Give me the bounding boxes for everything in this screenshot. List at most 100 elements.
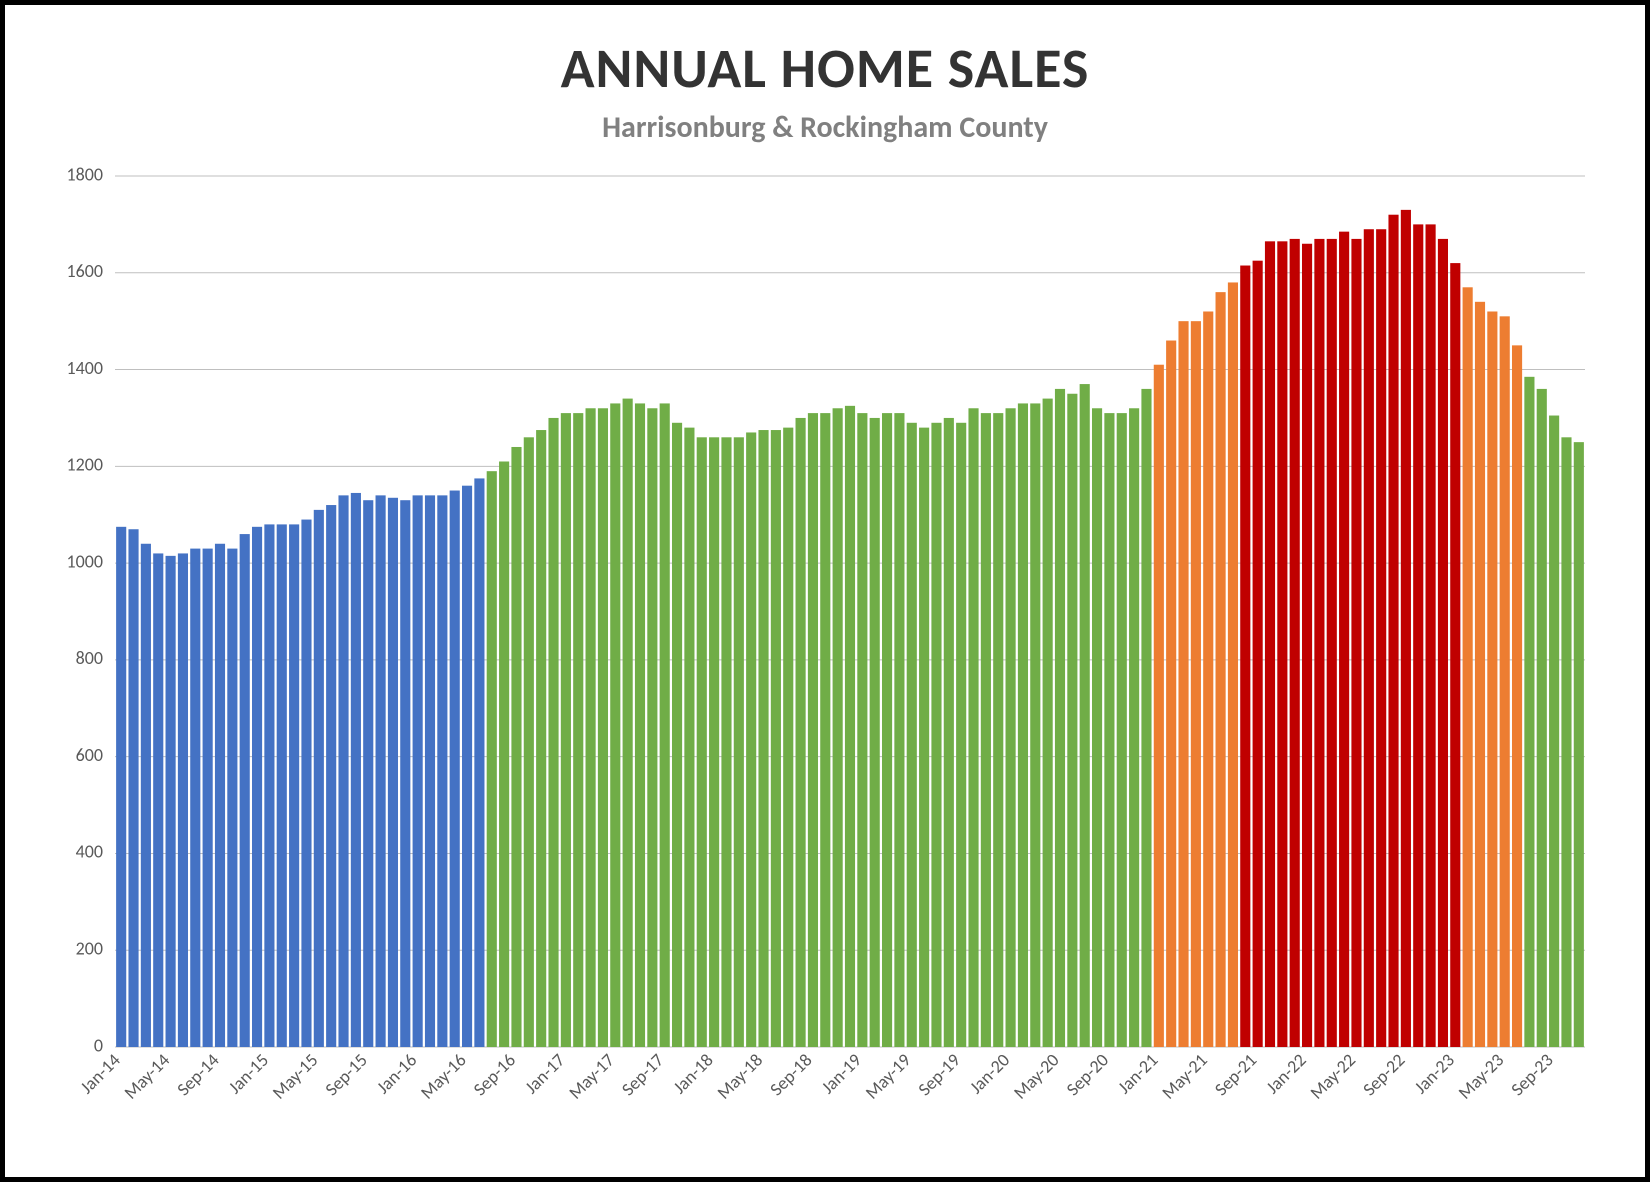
bar [227, 549, 237, 1047]
bar [1364, 229, 1374, 1047]
bar [1154, 365, 1164, 1047]
bar [907, 423, 917, 1047]
bar [672, 423, 682, 1047]
bar [870, 418, 880, 1047]
bar [338, 495, 348, 1047]
bar [314, 510, 324, 1047]
x-tick-label: Jan-20 [965, 1049, 1014, 1098]
bar [1092, 408, 1102, 1047]
bar [1463, 287, 1473, 1047]
bar [956, 423, 966, 1047]
y-tick-label: 1600 [67, 260, 104, 282]
bar [1549, 416, 1559, 1047]
bar [833, 408, 843, 1047]
x-tick-label: Sep-17 [617, 1049, 668, 1100]
x-tick-label: May-17 [564, 1049, 619, 1104]
bar [919, 428, 929, 1047]
bar [993, 413, 1003, 1047]
y-tick-label: 600 [76, 744, 103, 766]
x-tick-label: May-15 [268, 1049, 323, 1104]
bar [944, 418, 954, 1047]
x-tick-label: Jan-19 [817, 1049, 866, 1098]
bar [425, 495, 435, 1047]
bar [1253, 261, 1263, 1047]
bar [796, 418, 806, 1047]
y-tick-label: 200 [76, 938, 103, 960]
bar [1006, 408, 1016, 1047]
bar [808, 413, 818, 1047]
bar [450, 491, 460, 1047]
y-tick-label: 400 [76, 841, 103, 863]
y-tick-label: 0 [94, 1034, 103, 1056]
x-tick-label: May-20 [1009, 1049, 1064, 1104]
bar [1018, 403, 1028, 1047]
bar [1475, 302, 1485, 1047]
bar [1030, 403, 1040, 1047]
bar [647, 408, 657, 1047]
bar [1500, 316, 1510, 1047]
bar [1191, 321, 1201, 1047]
y-tick-label: 1400 [67, 357, 104, 379]
bar [586, 408, 596, 1047]
bar [820, 413, 830, 1047]
bar [524, 437, 534, 1047]
x-tick-label: May-16 [416, 1049, 471, 1104]
bar [1080, 384, 1090, 1047]
x-tick-label: May-23 [1454, 1049, 1509, 1104]
bar [1376, 229, 1386, 1047]
bar [783, 428, 793, 1047]
bar [1203, 311, 1213, 1047]
bar [981, 413, 991, 1047]
bar-chart-svg: 020040060080010001200140016001800Jan-14M… [45, 156, 1605, 1137]
bar [388, 498, 398, 1047]
bar [1487, 311, 1497, 1047]
bar [1240, 266, 1250, 1047]
x-tick-label: May-19 [861, 1049, 916, 1104]
bar [413, 495, 423, 1047]
bar [474, 478, 484, 1047]
bar [1067, 394, 1077, 1047]
bar [734, 437, 744, 1047]
bar [1166, 341, 1176, 1047]
bar [697, 437, 707, 1047]
bar [363, 500, 373, 1047]
bar [1228, 282, 1238, 1047]
bar [1327, 239, 1337, 1047]
x-tick-label: Sep-19 [913, 1049, 964, 1100]
bar [289, 524, 299, 1047]
bar [1537, 389, 1547, 1047]
bar [758, 430, 768, 1047]
bar [746, 432, 756, 1047]
bar [203, 549, 213, 1047]
bar [166, 556, 176, 1047]
x-tick-label: Sep-21 [1210, 1049, 1261, 1100]
bar [968, 408, 978, 1047]
bar [326, 505, 336, 1047]
bar [684, 428, 694, 1047]
bar [437, 495, 447, 1047]
bar [1426, 224, 1436, 1047]
x-tick-label: Jan-22 [1261, 1049, 1310, 1098]
bar [1178, 321, 1188, 1047]
bar [1055, 389, 1065, 1047]
bar [511, 447, 521, 1047]
bar [1351, 239, 1361, 1047]
x-tick-label: May-21 [1157, 1049, 1212, 1104]
bar [1314, 239, 1324, 1047]
bar [1265, 241, 1275, 1047]
bar [721, 437, 731, 1047]
bar [487, 471, 497, 1047]
chart-subtitle: Harrisonburg & Rockingham County [45, 109, 1605, 146]
chart-title: ANNUAL HOME SALES [45, 35, 1605, 103]
bar [1104, 413, 1114, 1047]
y-tick-label: 800 [76, 647, 103, 669]
y-tick-label: 1800 [67, 163, 104, 185]
x-tick-label: May-14 [120, 1049, 175, 1104]
bar [1302, 244, 1312, 1047]
bar [128, 529, 138, 1047]
bar [1277, 241, 1287, 1047]
bar [1401, 210, 1411, 1047]
x-tick-label: Sep-15 [321, 1049, 372, 1100]
bar [178, 553, 188, 1047]
bar [771, 430, 781, 1047]
